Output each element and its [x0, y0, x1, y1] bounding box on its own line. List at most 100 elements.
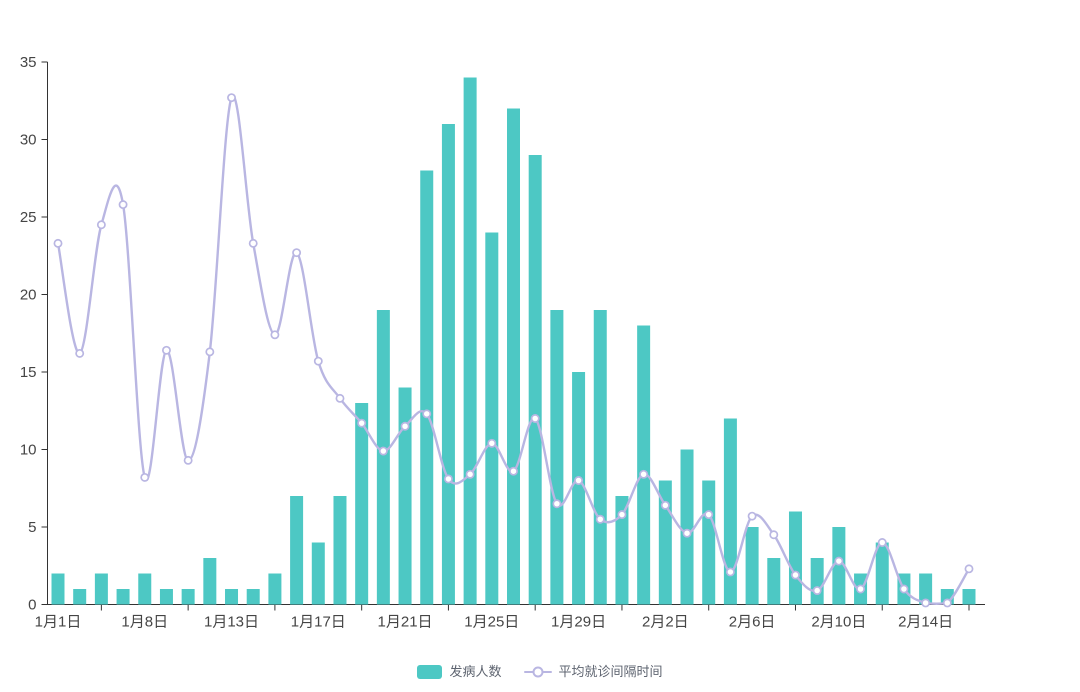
line-marker[interactable]: [53, 238, 63, 248]
bar[interactable]: [680, 449, 694, 605]
bar[interactable]: [94, 573, 108, 605]
bar[interactable]: [463, 77, 477, 605]
bar[interactable]: [398, 387, 412, 605]
line-marker[interactable]: [487, 438, 497, 448]
bar[interactable]: [528, 155, 542, 605]
line-marker[interactable]: [183, 455, 193, 465]
bar[interactable]: [333, 496, 347, 605]
bar[interactable]: [919, 573, 933, 605]
line-marker[interactable]: [96, 220, 106, 230]
line-marker[interactable]: [161, 345, 171, 355]
bar[interactable]: [550, 310, 564, 605]
line-marker[interactable]: [530, 414, 540, 423]
line-marker[interactable]: [574, 476, 584, 485]
bar[interactable]: [311, 542, 325, 605]
bar[interactable]: [225, 589, 239, 605]
bar[interactable]: [441, 124, 455, 605]
line-series-swatch-icon: [523, 665, 552, 679]
line-marker[interactable]: [75, 348, 85, 358]
line-marker[interactable]: [812, 586, 822, 596]
line-marker[interactable]: [248, 238, 258, 248]
bar-series: [51, 77, 976, 605]
line-marker[interactable]: [877, 538, 887, 547]
line-marker[interactable]: [335, 393, 345, 403]
line-marker[interactable]: [422, 409, 432, 419]
line-marker[interactable]: [205, 347, 215, 357]
legend-item-cases[interactable]: 发病人数: [417, 664, 502, 679]
bar[interactable]: [702, 480, 716, 605]
bar[interactable]: [159, 589, 173, 605]
y-axis: 0 5 10 15 20 25 30 35: [20, 54, 48, 614]
y-axis-label: 5: [28, 519, 36, 536]
bar[interactable]: [420, 170, 434, 605]
line-marker[interactable]: [552, 499, 562, 509]
line-marker[interactable]: [227, 93, 236, 103]
x-axis-label: 1月13日: [204, 614, 259, 631]
line-marker[interactable]: [118, 200, 128, 210]
bar[interactable]: [832, 527, 846, 605]
bar[interactable]: [290, 496, 304, 605]
y-axis-label: 20: [20, 287, 37, 304]
bar[interactable]: [376, 310, 390, 605]
y-axis-label: 35: [20, 54, 37, 71]
line-marker[interactable]: [357, 418, 367, 428]
bar[interactable]: [767, 558, 781, 605]
line-marker[interactable]: [834, 556, 844, 566]
line-marker[interactable]: [725, 567, 735, 577]
bar[interactable]: [745, 527, 759, 605]
bar[interactable]: [485, 232, 499, 605]
line-marker[interactable]: [682, 528, 692, 538]
y-axis-label: 0: [28, 597, 36, 614]
bar[interactable]: [875, 542, 889, 605]
line-marker[interactable]: [270, 330, 280, 340]
line-marker[interactable]: [964, 564, 974, 574]
bar[interactable]: [73, 589, 87, 605]
line-marker[interactable]: [921, 598, 931, 608]
bar[interactable]: [246, 589, 260, 605]
line-marker[interactable]: [769, 530, 779, 540]
line-marker[interactable]: [791, 570, 800, 580]
line-marker[interactable]: [856, 584, 866, 594]
bar-series-swatch-icon: [417, 665, 443, 679]
bar[interactable]: [138, 573, 152, 605]
line-marker[interactable]: [704, 510, 714, 520]
line-marker[interactable]: [378, 446, 388, 456]
line-marker[interactable]: [899, 584, 909, 594]
line-marker[interactable]: [617, 510, 627, 520]
legend-item-interval[interactable]: 平均就诊间隔时间: [523, 665, 663, 679]
line-marker[interactable]: [465, 469, 475, 479]
bar[interactable]: [181, 589, 195, 605]
x-axis-label: 2月10日: [811, 614, 866, 631]
line-marker[interactable]: [595, 514, 605, 524]
legend-label-cases: 发病人数: [449, 664, 502, 679]
bar[interactable]: [637, 325, 651, 605]
bar[interactable]: [572, 372, 586, 605]
line-marker[interactable]: [660, 500, 670, 510]
bar[interactable]: [810, 558, 824, 605]
line-marker[interactable]: [639, 469, 649, 479]
y-axis-label: 30: [20, 132, 37, 149]
x-axis-label: 1月8日: [121, 614, 168, 631]
line-marker[interactable]: [509, 466, 518, 476]
line-marker[interactable]: [400, 421, 410, 431]
line-marker[interactable]: [747, 511, 757, 521]
bar[interactable]: [507, 108, 520, 605]
line-marker[interactable]: [942, 598, 952, 608]
line-marker[interactable]: [313, 356, 323, 366]
line-marker[interactable]: [140, 472, 150, 482]
bar[interactable]: [723, 418, 737, 605]
bar[interactable]: [593, 310, 607, 605]
bar[interactable]: [962, 589, 976, 605]
line-marker[interactable]: [292, 248, 302, 258]
x-axis-label: 1月25日: [464, 614, 519, 631]
bar[interactable]: [268, 573, 282, 605]
line-marker[interactable]: [443, 474, 453, 484]
bar[interactable]: [116, 589, 130, 605]
bar[interactable]: [51, 573, 65, 605]
bar[interactable]: [788, 511, 802, 605]
bar[interactable]: [355, 403, 369, 605]
x-axis-label: 2月6日: [729, 614, 776, 631]
bar[interactable]: [615, 496, 629, 605]
bar[interactable]: [203, 558, 217, 605]
